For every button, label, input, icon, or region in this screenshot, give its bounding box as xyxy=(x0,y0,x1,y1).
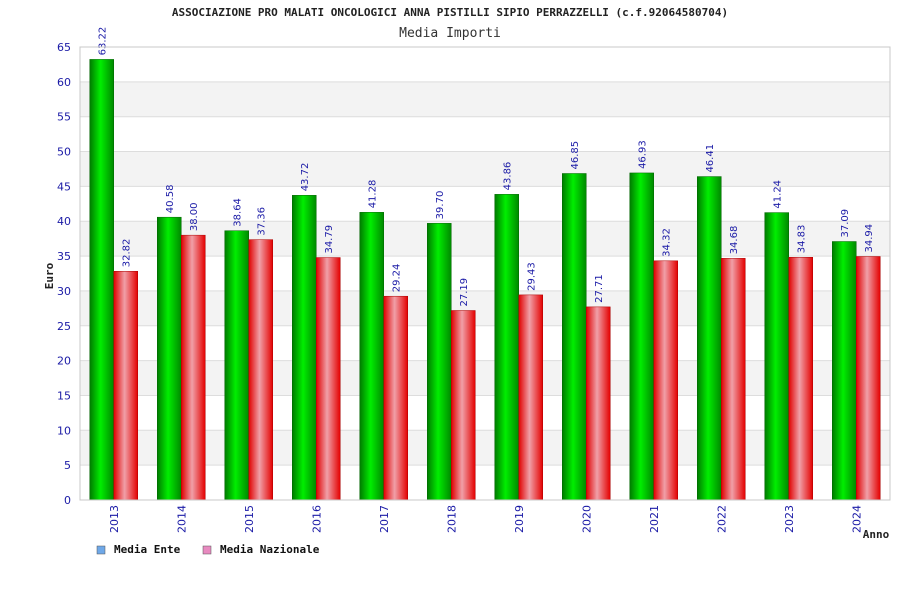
bar-media-ente xyxy=(427,223,452,501)
y-tick-label: 15 xyxy=(57,389,71,402)
x-tick-label: 2024 xyxy=(850,505,863,533)
bar-media-ente xyxy=(359,212,384,501)
x-tick-label: 2017 xyxy=(378,505,391,533)
bar-media-ente xyxy=(562,173,587,501)
bar-value-label: 32.82 xyxy=(122,239,133,268)
grid-band xyxy=(80,290,890,326)
bar-value-label: 46.41 xyxy=(705,144,716,173)
x-tick-label: 2015 xyxy=(243,505,256,533)
y-tick-label: 40 xyxy=(57,215,71,228)
x-axis-label: Anno xyxy=(863,528,890,541)
bar-value-label: 43.86 xyxy=(503,162,514,191)
bar-value-label: 34.32 xyxy=(662,228,673,257)
bar-media-nazionale xyxy=(316,257,341,501)
x-tick-label: 2013 xyxy=(108,505,121,533)
y-tick-label: 60 xyxy=(57,76,71,89)
x-tick-label: 2023 xyxy=(783,505,796,533)
bar-media-nazionale xyxy=(248,239,273,501)
bar-value-label: 40.58 xyxy=(165,185,176,214)
bar-value-label: 46.85 xyxy=(570,141,581,170)
bar-value-label: 39.70 xyxy=(435,191,446,220)
bar-value-label: 43.72 xyxy=(300,163,311,192)
bar-value-label: 37.36 xyxy=(257,207,268,236)
bar-value-label: 27.19 xyxy=(459,278,470,307)
bar-media-nazionale xyxy=(383,295,408,501)
bar-value-label: 46.93 xyxy=(638,140,649,169)
y-tick-label: 55 xyxy=(57,111,71,124)
y-tick-label: 25 xyxy=(57,320,71,333)
bar-media-ente xyxy=(832,241,857,501)
bars xyxy=(89,59,881,501)
y-tick-label: 50 xyxy=(57,146,71,159)
y-tick-label: 20 xyxy=(57,355,71,368)
bar-media-nazionale xyxy=(788,257,813,501)
grid-bands xyxy=(80,81,890,466)
x-tick-label: 2020 xyxy=(580,505,593,533)
x-tick-label: 2022 xyxy=(715,505,728,533)
grid-band xyxy=(80,221,890,257)
bar-media-ente xyxy=(697,176,722,501)
bar-media-ente xyxy=(89,59,114,501)
x-axis-ticks: 2013 2014 2015 2016 2017 2018 2019 2020 2021 2022… xyxy=(108,505,864,533)
bar-value-label: 63.22 xyxy=(98,27,109,56)
chart-subtitle: Media Importi xyxy=(399,26,501,41)
bar-media-ente xyxy=(224,230,249,501)
bar-value-label: 29.24 xyxy=(392,264,403,293)
value-labels: 63.22 32.82 40.58 38.00 38.64 37.36 43.72 34.79… xyxy=(98,27,876,307)
grid-band xyxy=(80,360,890,396)
bar-media-nazionale xyxy=(113,271,138,501)
bar-media-nazionale xyxy=(518,294,543,501)
bar-media-nazionale xyxy=(181,234,206,501)
x-tick-label: 2014 xyxy=(175,505,188,533)
bar-media-nazionale xyxy=(451,310,476,501)
bar-value-label: 34.68 xyxy=(729,226,740,255)
bar-value-label: 38.00 xyxy=(189,203,200,232)
plot-frame xyxy=(79,46,891,501)
bar-media-nazionale xyxy=(586,306,611,501)
bar-value-label: 41.28 xyxy=(368,180,379,209)
bar-media-ente xyxy=(629,172,654,501)
bar-value-label: 27.71 xyxy=(594,274,605,303)
chart-title: ASSOCIAZIONE PRO MALATI ONCOLOGICI ANNA … xyxy=(172,6,728,19)
bar-value-label: 41.24 xyxy=(773,180,784,209)
legend-label-media-ente: Media Ente xyxy=(114,543,181,556)
bar-value-label: 34.94 xyxy=(864,224,875,253)
legend-swatch-media-ente xyxy=(96,545,106,555)
bar-value-label: 34.79 xyxy=(324,225,335,254)
grid-band xyxy=(80,81,890,117)
bar-media-ente xyxy=(764,212,789,501)
y-tick-label: 35 xyxy=(57,250,71,263)
bar-media-nazionale xyxy=(721,258,746,501)
grid-band xyxy=(80,151,890,187)
x-tick-label: 2018 xyxy=(445,505,458,533)
bar-value-label: 29.43 xyxy=(527,262,538,291)
y-tick-label: 0 xyxy=(64,494,71,507)
bar-value-label: 38.64 xyxy=(233,198,244,227)
y-tick-label: 10 xyxy=(57,424,71,437)
y-axis-label: Euro xyxy=(43,262,56,289)
bar-media-nazionale xyxy=(653,260,678,501)
grid-band xyxy=(80,430,890,466)
y-tick-label: 45 xyxy=(57,180,71,193)
y-tick-label: 30 xyxy=(57,285,71,298)
bar-media-nazionale xyxy=(856,256,881,501)
x-tick-label: 2019 xyxy=(513,505,526,533)
x-tick-label: 2021 xyxy=(648,505,661,533)
bar-media-ente xyxy=(157,216,182,501)
y-axis-ticks: 0 5 10 15 20 25 30 35 40 45 50 55 60 65 xyxy=(57,41,71,507)
x-tick-label: 2016 xyxy=(310,505,323,533)
bar-value-label: 37.09 xyxy=(840,209,851,238)
legend: Media Ente Media Nazionale xyxy=(96,543,320,556)
y-tick-label: 5 xyxy=(64,459,71,472)
bar-media-ente xyxy=(494,194,519,501)
bar-value-label: 34.83 xyxy=(797,225,808,254)
y-tick-label: 65 xyxy=(57,41,71,54)
legend-label-media-nazionale: Media Nazionale xyxy=(220,543,320,556)
bar-media-ente xyxy=(292,195,317,501)
legend-swatch-media-nazionale xyxy=(202,545,212,555)
